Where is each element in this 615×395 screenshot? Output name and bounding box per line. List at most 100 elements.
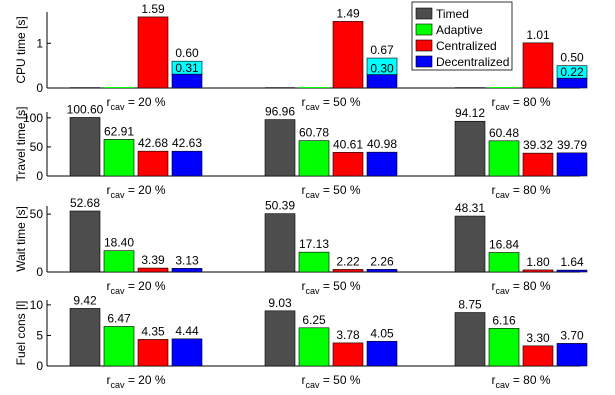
panel-cpu: 0 1 CPU time [s] 1.59 1.49 1.01 0.600.31 0.67 0.…	[14, 2, 588, 112]
data-label: 4.35	[141, 324, 165, 338]
legend-label: Adaptive	[436, 23, 483, 37]
y-tick-label: 1	[36, 36, 43, 50]
y-tick-label: 10	[30, 298, 44, 312]
bar-adaptive	[298, 251, 330, 273]
data-label: 4.05	[370, 326, 394, 340]
bar-centralized	[137, 267, 169, 273]
legend-swatch-centralized	[415, 39, 433, 52]
bar-timed	[264, 213, 296, 273]
bar-centralized	[332, 152, 364, 177]
bar-stack-top	[366, 57, 398, 75]
data-label: 42.68	[138, 136, 168, 150]
data-label: 40.98	[367, 137, 397, 151]
category-label: rcav = 20 %	[106, 95, 165, 112]
legend: Timed Adaptive Centralized Decentralized	[411, 1, 513, 71]
data-label: 100.60	[67, 102, 104, 116]
data-label: 50.39	[265, 199, 295, 213]
y-tick-label: 50	[30, 207, 44, 221]
y-tick-label: 100	[23, 111, 43, 125]
data-label: 2.22	[336, 254, 360, 268]
data-label: 42.63	[172, 136, 202, 150]
data-label: 48.31	[455, 201, 485, 215]
bar-timed	[69, 210, 101, 273]
bar-timed	[69, 117, 101, 177]
bar-decentralized	[366, 269, 398, 273]
bar-decentralized	[366, 340, 398, 367]
data-label: 62.91	[104, 124, 134, 138]
data-label: 94.12	[455, 106, 485, 120]
y-axis-label: CPU time [s]	[14, 16, 28, 83]
data-label: 3.13	[175, 253, 199, 267]
data-label: 60.78	[299, 126, 329, 140]
data-label: 1.80	[526, 255, 550, 269]
bar-centralized	[332, 269, 364, 273]
bar-centralized	[332, 342, 364, 367]
bar-adaptive	[488, 328, 520, 367]
y-tick-label: 50	[30, 140, 44, 154]
data-label: 6.25	[302, 313, 326, 327]
data-label: 1.59	[141, 2, 165, 16]
category-label: rcav = 50 %	[301, 95, 360, 112]
category-label: rcav = 80 %	[491, 279, 550, 296]
data-label: 18.40	[104, 236, 134, 250]
data-label: 3.78	[336, 328, 360, 342]
bar-adaptive	[488, 140, 520, 177]
bar-decentralized	[171, 268, 203, 273]
y-tick-label: 0	[36, 81, 43, 95]
bar-timed	[454, 120, 486, 177]
bar-decentralized	[171, 338, 203, 367]
legend-swatch-decentralized	[415, 55, 433, 68]
data-label: 52.68	[70, 196, 100, 210]
data-label: 0.22	[560, 65, 584, 79]
bar-adaptive	[103, 250, 135, 273]
bar-adaptive	[298, 327, 330, 367]
y-tick-label: 0	[36, 169, 43, 183]
bar-timed	[454, 312, 486, 367]
y-axis-label: Wait time [s]	[14, 206, 28, 272]
bar-timed	[264, 119, 296, 177]
data-label: 16.84	[489, 238, 519, 252]
category-label: rcav = 80 %	[491, 183, 550, 200]
legend-swatch-adaptive	[415, 23, 433, 36]
bar-timed	[69, 308, 101, 367]
bar-centralized	[332, 21, 364, 89]
data-label: 4.44	[175, 324, 199, 338]
category-label: rcav = 50 %	[301, 373, 360, 390]
bar-centralized	[137, 16, 169, 89]
bar-timed	[454, 215, 486, 273]
data-label: 17.13	[299, 237, 329, 251]
bar-decentralized	[556, 269, 588, 273]
data-label: 39.32	[523, 138, 553, 152]
legend-label: Timed	[436, 7, 469, 21]
data-label: 8.75	[458, 298, 482, 312]
data-label: 9.03	[268, 296, 292, 310]
legend-swatch-timed	[415, 7, 433, 20]
y-tick-label: 5	[36, 328, 43, 342]
data-label: 40.61	[333, 137, 363, 151]
bar-decentralized	[171, 73, 203, 89]
data-label: 60.48	[489, 126, 519, 140]
data-label: 3.70	[560, 328, 584, 342]
data-label: 6.47	[107, 311, 131, 325]
y-tick-label: 0	[36, 359, 43, 373]
bar-decentralized	[556, 77, 588, 89]
bar-adaptive	[103, 326, 135, 367]
data-label: 3.30	[526, 331, 550, 345]
bar-stack-top	[556, 65, 588, 79]
legend-label: Decentralized	[436, 55, 509, 69]
data-label: 1.64	[560, 255, 584, 269]
data-label: 1.49	[336, 6, 360, 20]
bar-decentralized	[366, 151, 398, 177]
bar-adaptive	[298, 140, 330, 177]
data-label: 3.39	[141, 253, 165, 267]
bar-centralized	[522, 345, 554, 367]
data-label: 6.16	[492, 313, 516, 327]
bar-timed	[264, 310, 296, 367]
data-label: 2.26	[370, 254, 394, 268]
data-label: 0.50	[560, 51, 584, 65]
category-label: rcav = 20 %	[106, 183, 165, 200]
